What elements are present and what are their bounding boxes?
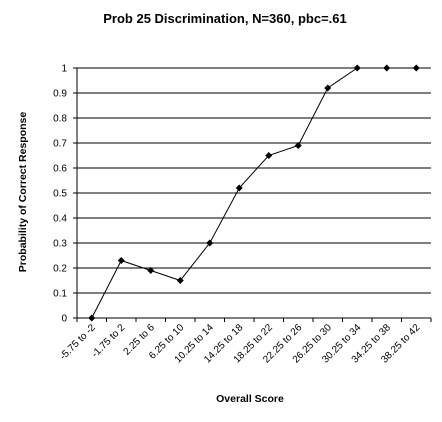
data-point-marker xyxy=(117,257,125,264)
y-tick-labels: 0 0.1 0.2 0.3 0.4 0.5 0.6 0.7 0.8 0.9 1 xyxy=(53,64,67,325)
y-tick-label: 0.6 xyxy=(53,164,67,175)
axes xyxy=(73,67,432,322)
data-point-marker xyxy=(88,314,96,322)
y-tick-label: 0 xyxy=(61,314,67,325)
y-tick-label: 0.7 xyxy=(53,139,67,150)
data-markers xyxy=(88,64,420,322)
y-tick-label: 0.3 xyxy=(53,239,67,250)
y-tick-label: 0.1 xyxy=(53,289,67,300)
series-line-path xyxy=(91,67,417,319)
x-axis-label: Overall Score xyxy=(216,393,284,405)
data-point-marker xyxy=(176,277,184,284)
data-point-marker xyxy=(324,84,332,92)
y-tick-label: 0.8 xyxy=(53,114,67,125)
chart-title: Prob 25 Discrimination, N=360, pbc=.61 xyxy=(103,11,346,26)
x-tick-label: -5.75 to -2 xyxy=(58,322,98,362)
data-point-marker xyxy=(147,267,155,274)
y-axis-label: Probability of Correct Response xyxy=(17,112,29,273)
data-point-marker xyxy=(235,184,243,192)
y-tick-label: 0.5 xyxy=(53,189,67,200)
y-tick-label: 0.4 xyxy=(53,214,67,225)
data-point-marker xyxy=(206,239,214,247)
series-line xyxy=(91,67,417,319)
x-tick-labels: -5.75 to -2-1.75 to 22.25 to 66.25 to 10… xyxy=(58,322,423,365)
y-tick-label: 0.9 xyxy=(53,89,67,100)
data-point-marker xyxy=(294,142,302,149)
y-tick-label: 0.2 xyxy=(53,264,67,275)
gridlines xyxy=(77,67,431,294)
data-point-marker xyxy=(265,152,273,159)
data-point-marker xyxy=(383,64,391,72)
data-point-marker xyxy=(412,64,420,72)
y-tick-label: 1 xyxy=(61,64,67,75)
data-point-marker xyxy=(353,64,361,72)
